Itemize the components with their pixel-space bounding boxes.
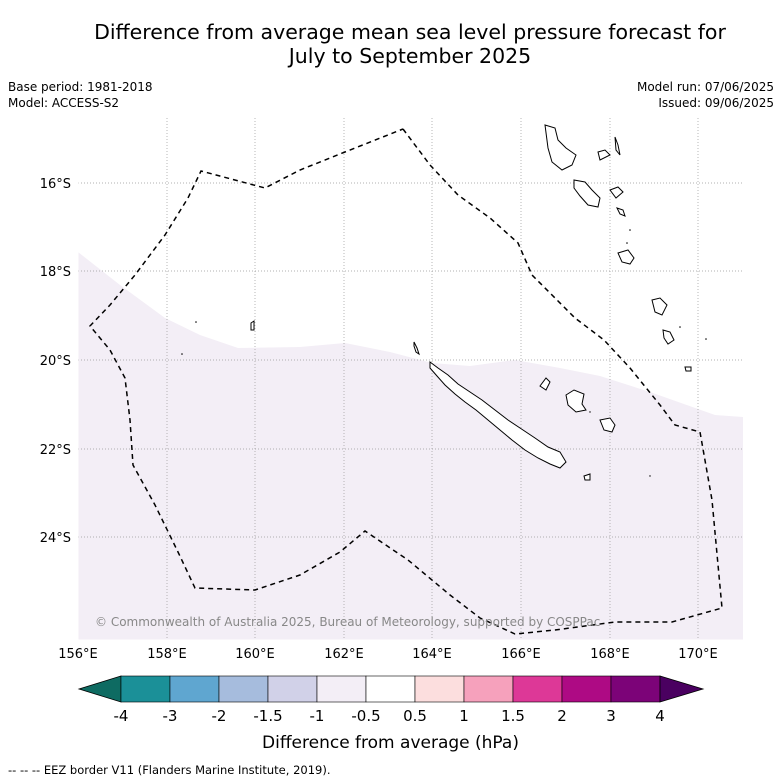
lon-label-158e: 158°E (147, 647, 187, 662)
vanuatu-ambae (597, 149, 611, 161)
colorbar-segment (463, 675, 514, 703)
mare-island (599, 417, 616, 433)
belep-island (413, 341, 420, 356)
colorbar-segment (512, 675, 563, 703)
colorbar-tick-label: 4 (655, 707, 665, 725)
meta-right: Model run: 07/06/2025 Issued: 09/06/2025 (637, 79, 774, 111)
colorbar-segment (365, 675, 416, 703)
isle-of-pines (583, 473, 591, 481)
lat-label-16s: 16°S (40, 177, 71, 192)
vanuatu-aneityum (684, 366, 692, 372)
issued-text: Issued: 09/06/2025 (658, 96, 774, 110)
lon-label-170e: 170°E (678, 647, 718, 662)
lon-label-156e: 156°E (58, 647, 98, 662)
vanuatu-epi (616, 207, 626, 217)
colorbar (77, 675, 705, 703)
vanuatu-maewo (614, 136, 621, 156)
colorbar-tick-label: 0.5 (403, 707, 427, 725)
lon-label-164e: 164°E (412, 647, 452, 662)
vanuatu-efate (617, 249, 635, 265)
new-caledonia-island (429, 361, 567, 469)
colorbar-tick-label: -3 (163, 707, 178, 725)
anomaly-shading-area (78, 252, 743, 640)
colorbar-segment (610, 675, 661, 703)
copyright-text: © Commonwealth of Australia 2025, Bureau… (95, 615, 600, 629)
colorbar-label: Difference from average (hPa) (262, 733, 519, 753)
colorbar-segment (169, 675, 220, 703)
lat-label-22s: 22°S (40, 443, 71, 458)
vanuatu-erromango (651, 297, 668, 316)
gridlines (78, 118, 743, 640)
colorbar-segment (561, 675, 612, 703)
lon-label-162e: 162°E (324, 647, 364, 662)
model-text: Model: ACCESS-S2 (8, 96, 120, 110)
coastlines (250, 124, 692, 481)
lat-label-18s: 18°S (40, 265, 71, 280)
lat-label-24s: 24°S (40, 531, 71, 546)
colorbar-tick-label: -1 (310, 707, 325, 725)
meta-left: Base period: 1981-2018 Model: ACCESS-S2 (8, 79, 153, 111)
small-islets (181, 229, 707, 477)
colorbar-tick-label: 1.5 (501, 707, 525, 725)
lon-labels: 156°E 158°E 160°E 162°E 164°E 166°E 168°… (58, 647, 718, 662)
colorbar-tick-label: 2 (557, 707, 567, 725)
lat-labels: 16°S 18°S 20°S 22°S 24°S (40, 177, 71, 546)
lon-label-166e: 166°E (501, 647, 541, 662)
colorbar-tick-label: -4 (114, 707, 129, 725)
colorbar-extend-high (659, 675, 705, 703)
vanuatu-tanna (662, 329, 675, 345)
colorbar-segment (120, 675, 171, 703)
base-period-text: Base period: 1981-2018 (8, 80, 153, 94)
lifou-island (565, 389, 587, 413)
colorbar-extend-low (77, 675, 122, 703)
lon-label-168e: 168°E (590, 647, 630, 662)
colorbar-tick-label: -0.5 (351, 707, 380, 725)
chesterfield-islet (250, 320, 255, 331)
colorbar-ticks: -4 -3 -2 -1.5 -1 -0.5 0.5 1 1.5 2 3 4 (114, 707, 665, 725)
colorbar-tick-label: 1 (459, 707, 469, 725)
map-title-line1: Difference from average mean sea level p… (94, 20, 726, 44)
colorbar-tick-label: -2 (212, 707, 227, 725)
ouvea-island (539, 377, 551, 391)
model-run-text: Model run: 07/06/2025 (636, 80, 774, 94)
colorbar-segment (316, 675, 367, 703)
eez-footnote: -- -- -- EEZ border V11 (Flanders Marine… (8, 763, 331, 777)
colorbar-segment (218, 675, 269, 703)
vanuatu-espiritu-santo (544, 124, 577, 171)
vanuatu-malakula (573, 179, 601, 208)
lat-label-20s: 20°S (40, 354, 71, 369)
map-area: © Commonwealth of Australia 2025, Bureau… (77, 118, 743, 641)
colorbar-tick-label: -1.5 (253, 707, 282, 725)
lon-label-160e: 160°E (235, 647, 275, 662)
map-title-line2: July to September 2025 (288, 44, 532, 68)
colorbar-segment (414, 675, 465, 703)
colorbar-segment (267, 675, 318, 703)
vanuatu-pentecost (609, 186, 624, 199)
colorbar-tick-label: 3 (606, 707, 616, 725)
